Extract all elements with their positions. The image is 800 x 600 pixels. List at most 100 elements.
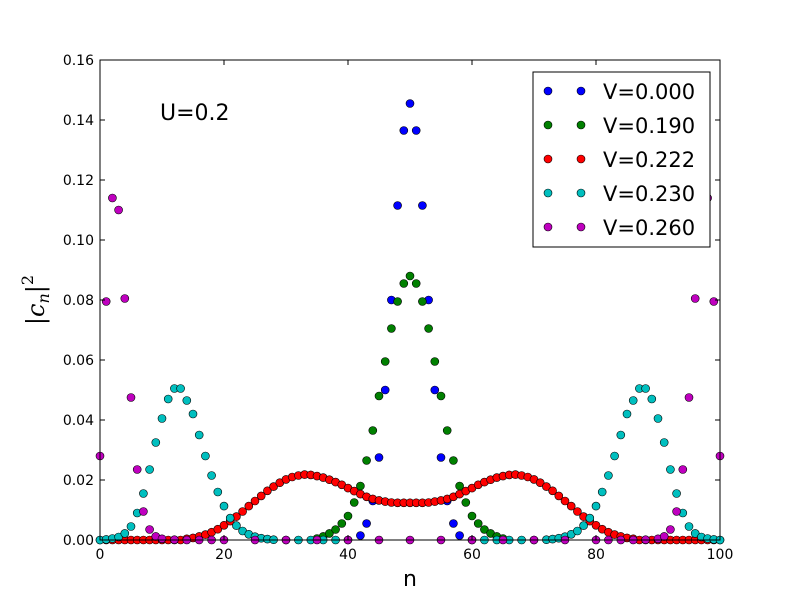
data-point	[449, 456, 458, 465]
legend-marker	[543, 154, 553, 164]
data-point	[380, 357, 390, 366]
data-point	[263, 486, 272, 496]
legend-label: V=0.000	[603, 80, 695, 104]
data-point	[467, 511, 477, 521]
data-point	[597, 487, 607, 497]
data-point	[585, 513, 595, 523]
data-point	[232, 521, 241, 530]
data-point	[430, 385, 440, 395]
data-point	[219, 520, 229, 530]
axis-ticks: 0 20 40 60 80 100 0.00 0.02 0.04 0.06 0.08 0.10 0.12…	[63, 53, 734, 563]
data-point	[188, 409, 198, 419]
y-tick-label: 0.14	[63, 113, 94, 129]
data-point	[430, 357, 440, 366]
data-point	[399, 126, 409, 135]
data-point	[436, 453, 446, 462]
data-point	[405, 99, 415, 108]
data-point	[461, 498, 471, 507]
data-point	[120, 294, 130, 303]
data-point	[690, 294, 700, 303]
data-point	[709, 297, 719, 306]
data-point	[145, 525, 154, 534]
legend-marker	[543, 188, 553, 198]
data-point	[238, 507, 247, 516]
data-point	[380, 385, 390, 395]
y-axis-title-bar-left: |	[22, 317, 51, 325]
legend-label: V=0.190	[603, 114, 695, 138]
x-tick-label: 0	[96, 547, 105, 563]
data-point	[418, 297, 427, 306]
data-point	[666, 525, 675, 534]
y-axis-title: |cn|2	[18, 275, 53, 325]
data-point	[219, 501, 229, 511]
data-point	[151, 438, 161, 447]
data-point	[566, 501, 576, 511]
data-point	[163, 394, 173, 404]
data-point	[579, 521, 588, 530]
data-point	[201, 451, 210, 461]
data-point	[362, 519, 371, 528]
y-axis-title-bar-right: |	[22, 285, 51, 293]
data-point	[659, 438, 669, 447]
legend-box	[532, 71, 711, 248]
data-point	[604, 471, 613, 480]
data-point	[139, 489, 148, 498]
data-point	[368, 426, 378, 435]
data-point	[101, 297, 111, 306]
data-point	[114, 205, 123, 215]
data-point	[356, 531, 365, 540]
data-point	[647, 394, 657, 404]
y-axis-title-symbol: c	[22, 304, 50, 317]
data-point	[269, 482, 278, 491]
x-tick-label: 20	[215, 547, 233, 563]
data-point	[449, 519, 458, 528]
data-point	[120, 529, 130, 538]
data-point	[411, 279, 421, 288]
data-point	[213, 487, 223, 497]
data-point	[684, 522, 694, 531]
data-point	[194, 430, 204, 440]
y-tick-label: 0.10	[63, 233, 94, 249]
data-point	[424, 324, 433, 333]
legend: V=0.000 V=0.190 V=0.222 V=0.230 V=0.260	[532, 71, 711, 248]
data-point	[573, 507, 582, 516]
data-point	[480, 525, 489, 534]
data-point	[436, 391, 446, 401]
data-point	[653, 414, 663, 423]
data-point	[442, 426, 452, 435]
data-point	[641, 384, 650, 393]
data-point	[535, 478, 545, 488]
data-point	[659, 532, 669, 541]
data-point	[672, 507, 681, 516]
legend-marker	[543, 120, 553, 130]
data-point	[387, 324, 396, 333]
data-point	[362, 456, 371, 465]
data-point	[666, 465, 675, 474]
data-point	[591, 501, 601, 511]
data-point	[225, 513, 235, 523]
data-point	[393, 201, 402, 210]
y-tick-label: 0.12	[63, 173, 94, 189]
data-point	[325, 529, 334, 538]
legend-label: V=0.230	[603, 182, 695, 206]
data-point	[157, 414, 167, 423]
y-axis-title-superscript: 2	[18, 275, 37, 285]
data-point	[548, 486, 557, 496]
data-point	[405, 271, 415, 281]
plot-frame	[99, 59, 721, 541]
data-point	[250, 496, 260, 506]
data-point	[126, 393, 136, 402]
y-tick-label: 0.02	[63, 473, 94, 489]
data-point	[108, 193, 117, 203]
legend-marker	[576, 154, 586, 164]
data-point	[343, 511, 353, 521]
legend-marker	[543, 222, 553, 232]
data-point	[213, 524, 223, 534]
data-point	[244, 501, 254, 511]
data-point	[145, 465, 154, 474]
data-point	[411, 126, 421, 135]
y-tick-label: 0.06	[63, 353, 94, 369]
y-tick-label: 0.04	[63, 413, 94, 429]
data-point	[182, 396, 192, 405]
legend-marker	[576, 222, 586, 232]
